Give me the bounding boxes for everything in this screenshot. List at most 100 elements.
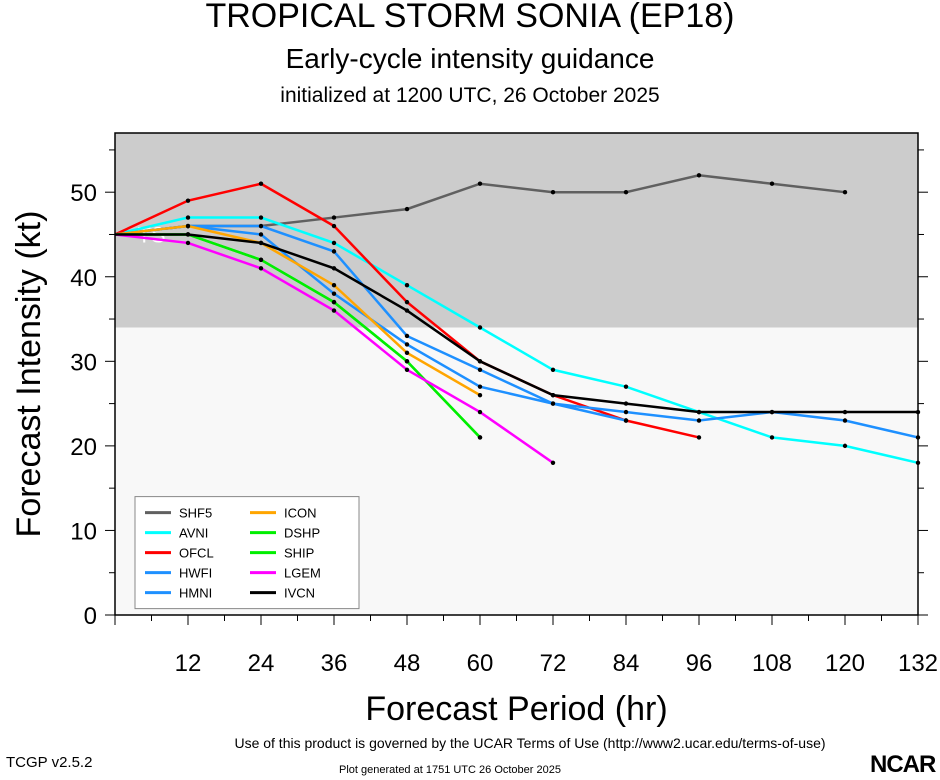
x-tick-label: 108 [752, 650, 792, 677]
series-label-hwfi: HWFI [179, 566, 212, 581]
terms-of-use: Use of this product is governed by the U… [234, 735, 826, 751]
series-label-ofcl: OFCL [179, 546, 214, 561]
data-point-hmni [623, 418, 629, 423]
series-line-icon [114, 224, 481, 397]
data-point-ivcn [477, 359, 483, 364]
x-tick-label: 60 [467, 650, 494, 677]
data-point-avni [258, 215, 264, 220]
data-point-shf5 [842, 189, 848, 195]
data-point-hwfi [623, 409, 629, 415]
data-point-ofcl [258, 181, 264, 186]
data-point-ship [331, 299, 337, 305]
data-point-shf5 [550, 189, 556, 195]
y-tick-label: 20 [70, 434, 97, 461]
x-axis-label: Forecast Period (hr) [365, 690, 667, 728]
x-tick-label: 24 [248, 650, 275, 677]
y-axis-label: Forecast Intensity (kt) [10, 211, 48, 538]
series-label-dshp: DSHP [284, 526, 320, 541]
data-point-hmni [477, 384, 483, 389]
data-point-lgem [404, 367, 410, 372]
legend-box [134, 496, 360, 610]
data-point-lgem [258, 266, 264, 271]
data-point-avni [331, 240, 337, 246]
data-point-shf5 [331, 215, 337, 220]
data-point-lgem [550, 460, 556, 465]
series-label-ship: SHIP [284, 546, 314, 561]
data-point-lgem [331, 308, 337, 313]
data-point-avni [769, 435, 775, 440]
x-tick-label: 132 [898, 650, 938, 677]
series-label-avni: AVNI [179, 526, 208, 541]
data-point-ivcn [331, 266, 337, 271]
data-point-ship [258, 257, 264, 263]
data-point-icon [477, 392, 483, 398]
data-point-hwfi [404, 333, 410, 339]
series-label-icon: ICON [284, 506, 317, 521]
data-point-ship [404, 359, 410, 364]
y-tick-label: 30 [70, 349, 97, 376]
x-tick-label: 84 [613, 650, 640, 677]
data-point-ship [477, 435, 483, 440]
data-point-hmni [550, 401, 556, 406]
data-point-ofcl [331, 223, 337, 229]
data-point-ofcl [404, 299, 410, 305]
data-point-icon [331, 283, 337, 288]
data-point-ofcl [696, 435, 702, 440]
series-label-lgem: LGEM [284, 566, 321, 581]
x-tick-label: 72 [540, 650, 567, 677]
data-point-shf5 [769, 181, 775, 186]
chart-title: TROPICAL STORM SONIA (EP18) [205, 0, 735, 35]
data-point-hmni [331, 291, 337, 296]
ts-threshold-region [115, 133, 918, 328]
series-label-hmni: HMNI [179, 586, 212, 601]
series-line-hwfi [114, 224, 919, 439]
data-point-avni [185, 215, 191, 220]
data-point-ivcn [550, 392, 556, 398]
series-label-shf5: SHF5 [179, 506, 212, 521]
init-time: initialized at 1200 UTC, 26 October 2025 [280, 84, 660, 107]
data-point-avni [404, 283, 410, 288]
data-point-hwfi [258, 223, 264, 229]
data-point-icon [185, 223, 191, 229]
version-label: TCGP v2.5.2 [6, 754, 93, 771]
y-tick-label: 40 [70, 265, 97, 292]
data-point-ofcl [185, 198, 191, 203]
data-point-ivcn [404, 308, 410, 313]
data-point-hmni [258, 232, 264, 237]
data-point-icon [404, 350, 410, 356]
x-tick-label: 48 [394, 650, 421, 677]
series-line-ivcn [115, 233, 918, 414]
chart-subtitle: Early-cycle intensity guidance [285, 43, 655, 74]
data-point-shf5 [404, 206, 410, 212]
data-point-hmni [404, 342, 410, 347]
data-point-shf5 [477, 181, 483, 186]
y-tick-label: 10 [70, 518, 97, 545]
data-point-lgem [477, 409, 483, 415]
data-point-hwfi [477, 367, 483, 372]
series-label-ivcn: IVCN [284, 586, 315, 601]
data-point-ivcn [623, 401, 629, 406]
data-point-avni [477, 325, 483, 330]
x-tick-label: 96 [686, 650, 713, 677]
data-point-ivcn [258, 240, 264, 246]
y-tick-label: 50 [70, 180, 97, 207]
data-point-ivcn [185, 232, 191, 237]
data-point-ivcn [696, 409, 702, 415]
x-tick-label: 12 [175, 650, 202, 677]
data-point-avni [550, 367, 556, 372]
generated-time: Plot generated at 1751 UTC 26 October 20… [339, 764, 561, 776]
data-point-hwfi [696, 418, 702, 423]
data-point-ivcn [842, 409, 848, 415]
data-point-ivcn [769, 409, 775, 415]
x-tick-label: 120 [825, 650, 865, 677]
data-point-lgem [185, 240, 191, 246]
y-tick-label: 0 [84, 603, 97, 630]
data-point-hwfi [331, 249, 337, 254]
data-point-shf5 [623, 189, 629, 195]
x-tick-label: 36 [321, 650, 348, 677]
series-line-avni [114, 216, 919, 465]
data-point-shf5 [696, 173, 702, 178]
data-point-avni [842, 443, 848, 449]
data-point-avni [623, 384, 629, 389]
